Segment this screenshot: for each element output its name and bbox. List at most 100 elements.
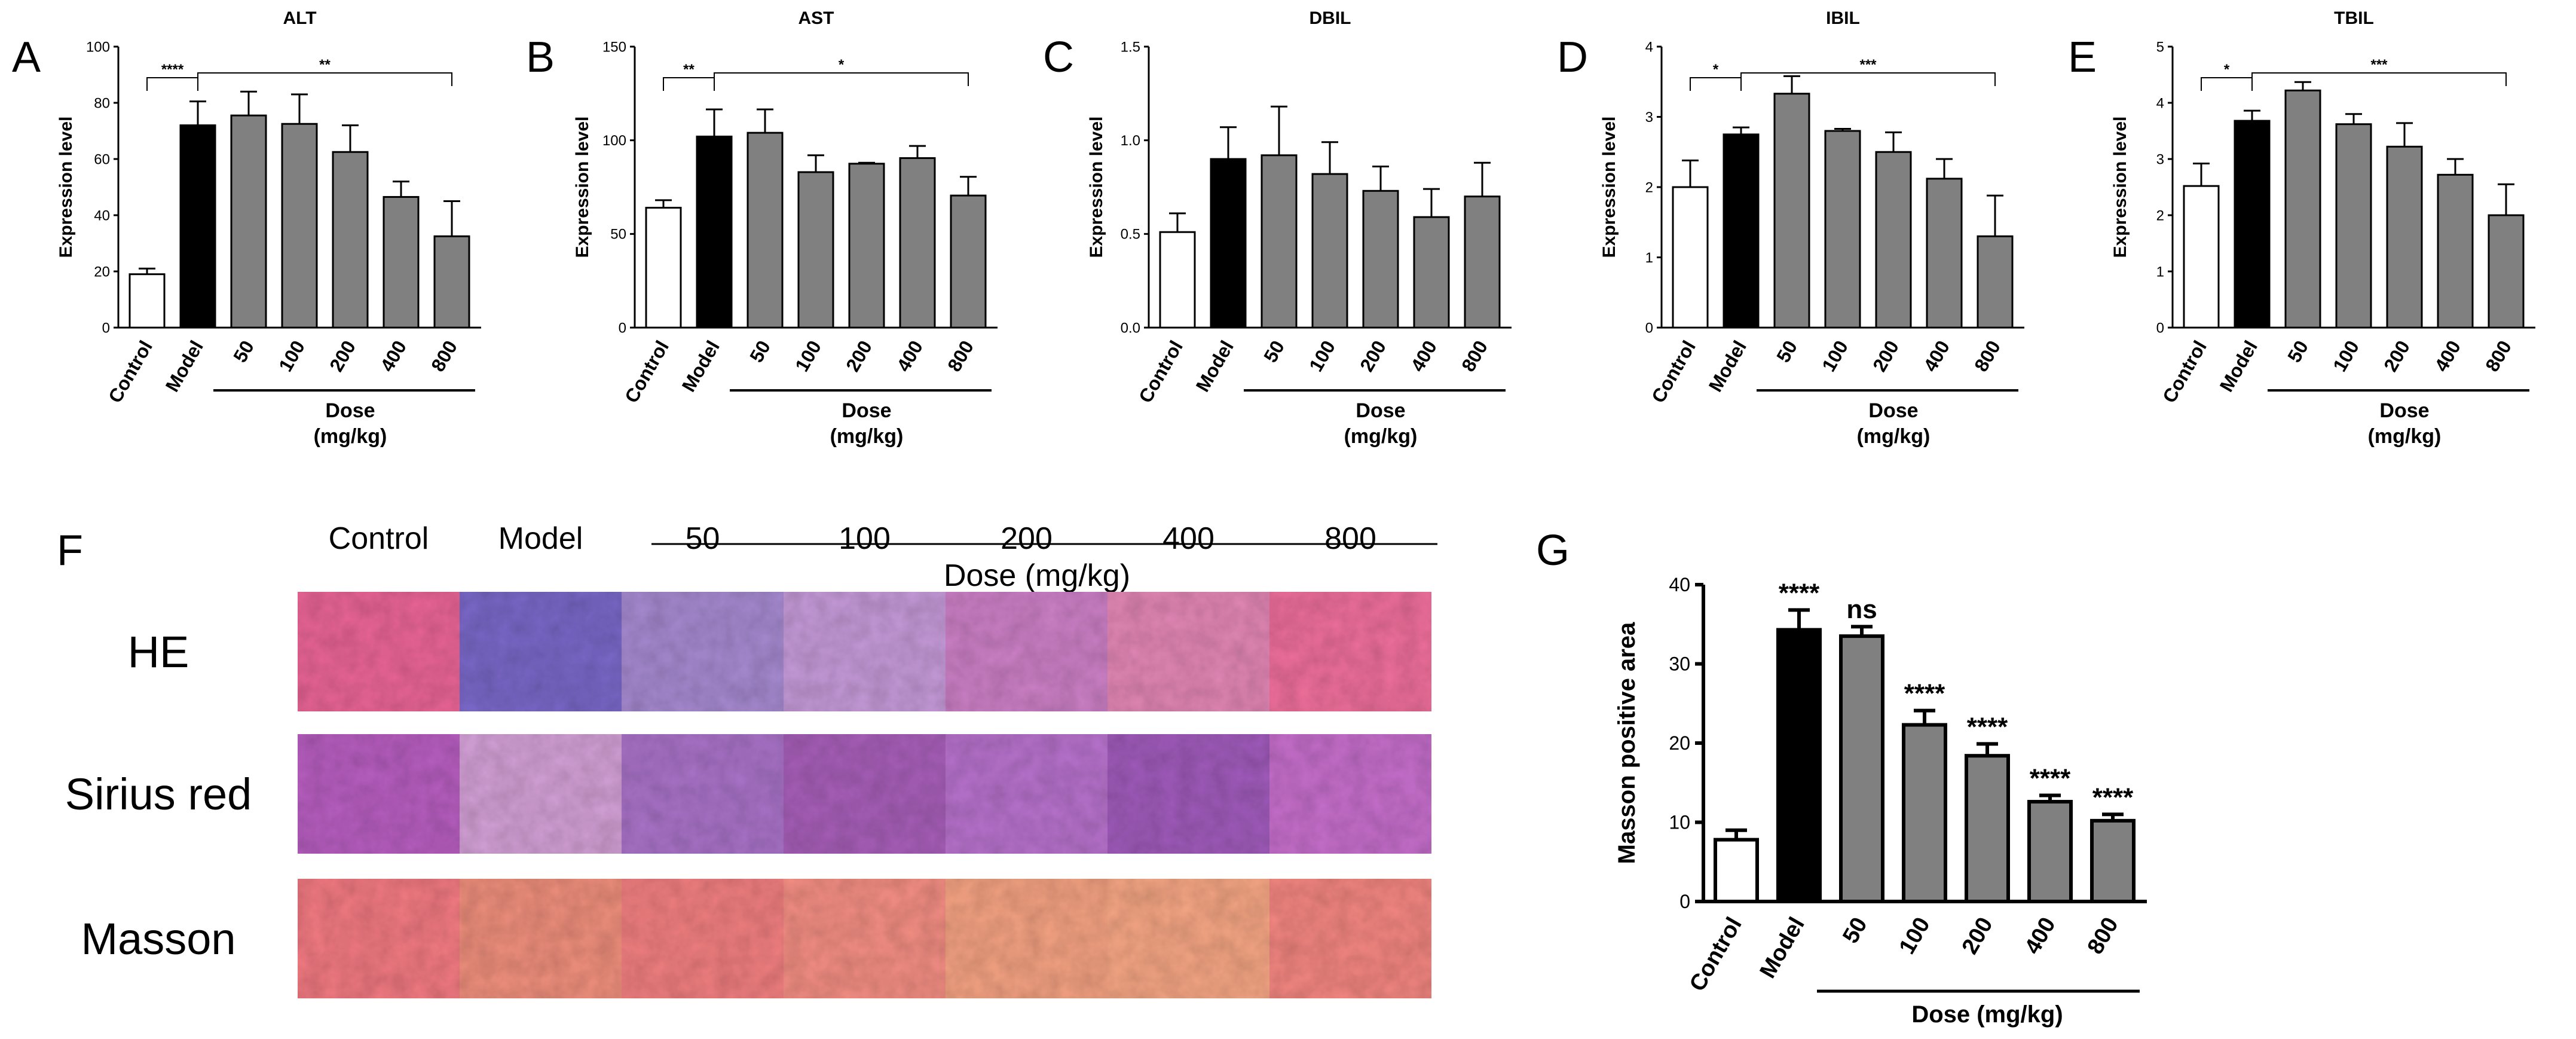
histology-tile-sirius-red-control — [298, 734, 460, 854]
histology-row-label-he: HE — [128, 627, 189, 677]
y-tick-label-masson: 30 — [1669, 653, 1690, 675]
y-tick-label-tbil: 2 — [2156, 207, 2164, 224]
bar-dbil-model — [1210, 158, 1247, 329]
significance-label-ast: * — [839, 57, 845, 73]
significance-label-masson: ns — [1846, 595, 1877, 624]
histology-tile-he-200 — [946, 592, 1108, 711]
histology-tile-sirius-red-100 — [784, 734, 946, 854]
significance-bracket-alt — [197, 72, 452, 86]
panel-letter-d: D — [1557, 33, 1588, 81]
y-tick-label-dbil: 1.5 — [1121, 39, 1140, 55]
y-tick-label-alt: 40 — [94, 207, 110, 224]
bar-ast-50 — [747, 132, 784, 329]
histology-column-label-100: 100 — [839, 521, 891, 556]
histology-tile-masson-100 — [784, 879, 946, 998]
bar-ast-model — [696, 135, 733, 329]
histology-column-label-control: Control — [329, 521, 429, 556]
histology-tile-he-model — [460, 592, 622, 711]
bar-ibil-model — [1723, 133, 1760, 329]
histology-tile-masson-control — [298, 879, 460, 998]
histology-column-label-800: 800 — [1324, 521, 1376, 556]
histology-tile-masson-model — [460, 879, 622, 998]
y-tick-label-tbil: 1 — [2156, 264, 2164, 280]
significance-bracket-ast — [714, 72, 969, 86]
bar-dbil-800 — [1464, 195, 1501, 329]
histology-tile-sirius-red-model — [460, 734, 622, 854]
significance-label-masson: **** — [2092, 783, 2134, 812]
bar-masson-200 — [1965, 754, 2010, 903]
bar-alt-800 — [433, 235, 470, 329]
significance-label-alt: **** — [161, 62, 184, 78]
bar-tbil-400 — [2437, 173, 2474, 329]
dose-label-dbil: Dose — [1356, 399, 1405, 422]
bar-tbil-200 — [2386, 145, 2423, 329]
panel-letter-c: C — [1043, 33, 1074, 81]
significance-label-masson: **** — [1779, 578, 1820, 607]
histology-column-label-model: Model — [498, 521, 583, 556]
y-tick-label-ibil: 4 — [1645, 39, 1653, 55]
y-tick-label-masson: 10 — [1669, 812, 1690, 833]
significance-label-masson: **** — [1967, 712, 2008, 741]
bar-ibil-50 — [1773, 93, 1810, 329]
significance-label-tbil: *** — [2370, 57, 2388, 73]
significance-label-ibil: * — [1713, 62, 1719, 78]
y-tick-label-masson: 0 — [1679, 891, 1690, 912]
y-tick-label-masson: 40 — [1669, 574, 1690, 595]
y-tick-label-ibil: 2 — [1645, 179, 1653, 195]
panel-letter-e: E — [2068, 33, 2097, 81]
y-tick-label-dbil: 1.0 — [1121, 133, 1140, 149]
bar-masson-model — [1776, 628, 1822, 904]
significance-label-tbil: * — [2224, 62, 2230, 78]
y-tick-label-ast: 0 — [619, 320, 626, 336]
y-tick-label-ibil: 0 — [1645, 320, 1653, 336]
y-tick-label-alt: 100 — [86, 39, 110, 55]
y-axis-label-tbil: Expression level — [2110, 117, 2130, 258]
bar-ibil-100 — [1824, 130, 1861, 329]
panel-letter-b: B — [526, 33, 555, 81]
y-tick-label-ast: 100 — [602, 133, 626, 149]
chart-title-tbil: TBIL — [2334, 8, 2374, 28]
histology-tile-sirius-red-50 — [622, 734, 784, 854]
y-tick-label-alt: 20 — [94, 264, 110, 280]
bar-ast-400 — [899, 157, 936, 329]
bar-dbil-100 — [1311, 173, 1348, 329]
y-axis-label-dbil: Expression level — [1087, 117, 1106, 258]
y-tick-label-ast: 150 — [602, 39, 626, 55]
histology-dose-label: Dose (mg/kg) — [944, 558, 1130, 593]
histology-row-label-masson: Masson — [81, 914, 235, 964]
histology-tile-masson-200 — [946, 879, 1108, 998]
y-tick-label-ibil: 1 — [1645, 250, 1653, 266]
bar-alt-200 — [332, 151, 369, 329]
histology-tile-sirius-red-400 — [1108, 734, 1269, 854]
dose-label-ast: Dose — [842, 399, 891, 422]
y-axis-label-masson: Masson positive area — [1614, 622, 1640, 864]
histology-tile-he-50 — [622, 592, 784, 711]
chart-title-dbil: DBIL — [1310, 8, 1351, 28]
y-tick-label-tbil: 5 — [2156, 39, 2164, 55]
y-tick-label-alt: 60 — [94, 151, 110, 167]
bar-ibil-200 — [1875, 151, 1912, 329]
histology-column-label-200: 200 — [1001, 521, 1053, 556]
panel-letter-a: A — [12, 33, 41, 81]
dose-label-masson: Dose (mg/kg) — [1911, 1001, 2063, 1028]
dose-label-tbil: Dose — [2379, 399, 2429, 422]
bar-tbil-50 — [2284, 89, 2321, 329]
panel-letter-g: G — [1536, 527, 1570, 574]
dose-unit-tbil: (mg/kg) — [2368, 425, 2442, 448]
bar-ast-100 — [797, 171, 834, 329]
y-tick-label-tbil: 4 — [2156, 95, 2164, 111]
y-tick-label-ibil: 3 — [1645, 109, 1653, 126]
dose-label-ibil: Dose — [1868, 399, 1918, 422]
histology-tile-masson-50 — [622, 879, 784, 998]
dose-unit-ibil: (mg/kg) — [1857, 425, 1931, 448]
significance-label-alt: ** — [319, 57, 331, 73]
y-tick-label-dbil: 0.5 — [1121, 227, 1140, 243]
bar-ibil-400 — [1926, 178, 1963, 329]
